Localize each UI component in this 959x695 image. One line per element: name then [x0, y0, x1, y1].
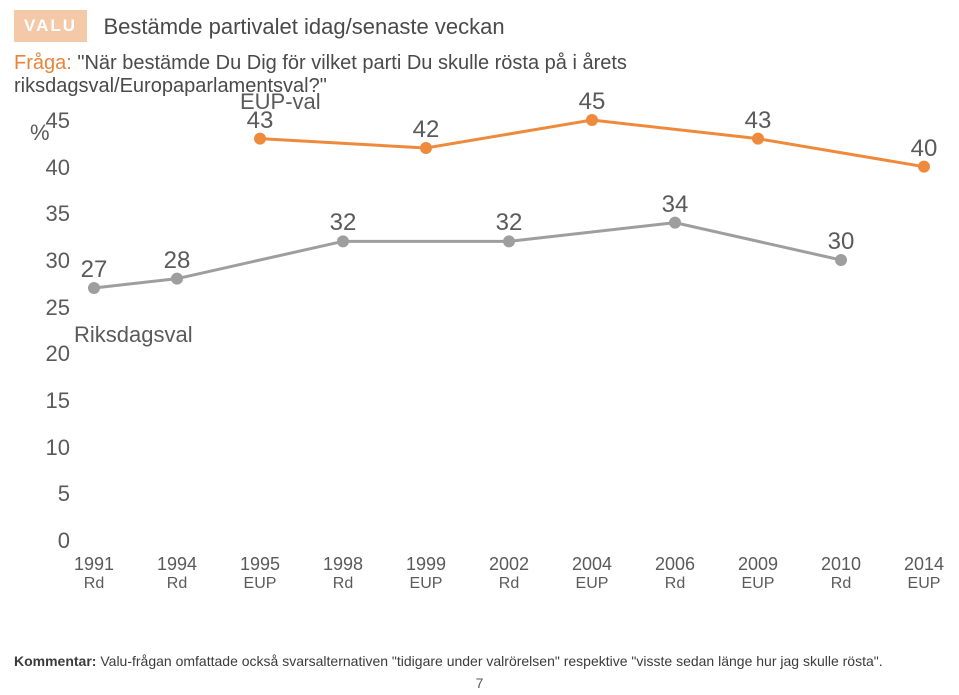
x-tick: 2006Rd	[640, 554, 710, 593]
chart-plot	[74, 120, 945, 580]
y-tick: 20	[14, 341, 70, 367]
x-tick: 1991Rd	[59, 554, 129, 593]
data-point	[338, 236, 348, 246]
question-text: Fråga: "När bestämde Du Dig för vilket p…	[14, 52, 945, 98]
series-label: Riksdagsval	[74, 322, 193, 348]
value-label: 32	[318, 209, 368, 237]
data-point	[836, 255, 846, 265]
data-point	[670, 218, 680, 228]
footer-text: Valu-frågan omfattade också svarsalterna…	[100, 653, 882, 669]
x-tick: 2002Rd	[474, 554, 544, 593]
data-point	[504, 236, 514, 246]
x-tick: 1999EUP	[391, 554, 461, 593]
value-label: 34	[650, 191, 700, 219]
data-point	[421, 143, 431, 153]
header: VALU Bestämde partivalet idag/senaste ve…	[14, 10, 945, 44]
y-tick: 5	[14, 481, 70, 507]
value-label: 30	[816, 228, 866, 256]
line-chart: % 454035302520151050 2728323234304342454…	[14, 120, 945, 620]
page-number: 7	[0, 675, 959, 691]
y-tick: 45	[14, 108, 70, 134]
x-tick: 1998Rd	[308, 554, 378, 593]
value-label: 45	[567, 88, 617, 116]
x-tick: 2004EUP	[557, 554, 627, 593]
x-tick: 1994Rd	[142, 554, 212, 593]
series-label: EUP-val	[240, 89, 321, 115]
y-tick: 15	[14, 388, 70, 414]
value-label: 40	[899, 135, 949, 163]
footer-lead: Kommentar:	[14, 653, 96, 669]
value-label: 32	[484, 209, 534, 237]
y-tick: 25	[14, 295, 70, 321]
y-tick: 30	[14, 248, 70, 274]
y-tick: 10	[14, 435, 70, 461]
data-point	[753, 134, 763, 144]
y-tick: 0	[14, 528, 70, 554]
y-tick: 40	[14, 155, 70, 181]
data-point	[919, 162, 929, 172]
x-tick: 2014EUP	[889, 554, 959, 593]
value-label: 43	[733, 107, 783, 135]
y-tick: 35	[14, 201, 70, 227]
series-line	[260, 120, 924, 167]
series-line	[94, 223, 841, 288]
x-tick: 2010Rd	[806, 554, 876, 593]
page-title: Bestämde partivalet idag/senaste veckan	[103, 10, 504, 40]
x-tick: 1995EUP	[225, 554, 295, 593]
value-label: 42	[401, 116, 451, 144]
data-point	[587, 115, 597, 125]
footer-comment: Kommentar: Valu-frågan omfattade också s…	[14, 653, 945, 669]
question-lead: Fråga:	[14, 52, 72, 74]
value-label: 27	[69, 256, 119, 284]
valu-badge: VALU	[14, 10, 87, 42]
data-point	[172, 274, 182, 284]
x-tick: 2009EUP	[723, 554, 793, 593]
value-label: 28	[152, 247, 202, 275]
data-point	[89, 283, 99, 293]
data-point	[255, 134, 265, 144]
